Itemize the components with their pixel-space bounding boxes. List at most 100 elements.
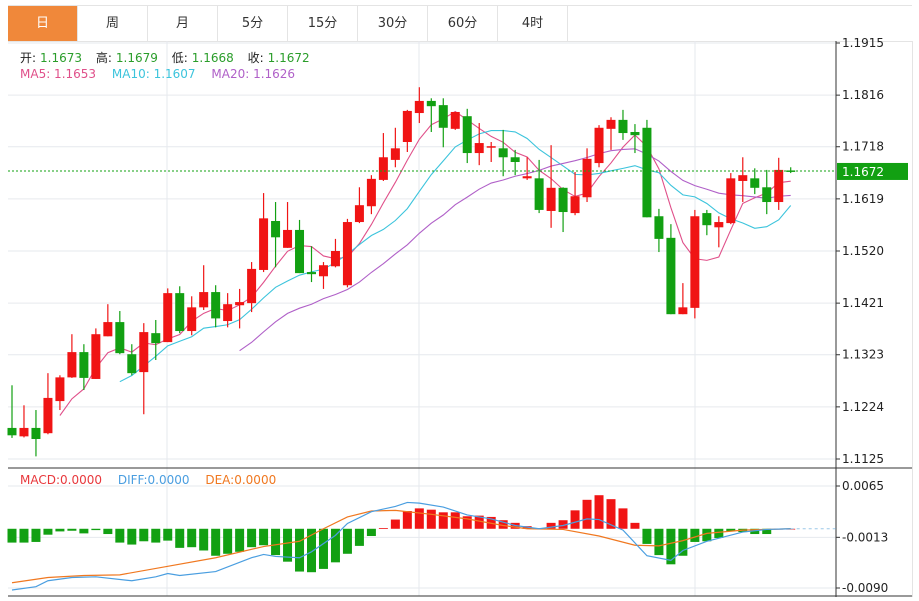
macd-bar [211,528,221,556]
tab-60min[interactable]: 60分 [428,6,498,41]
macd-bar [259,528,269,546]
tab-30min[interactable]: 30分 [358,6,428,41]
candle [318,262,328,289]
last-price-badge [837,162,908,180]
candle-body [295,229,305,274]
macd-bar [19,528,29,543]
ma5-line [59,110,791,416]
candle [259,193,269,273]
candle [366,175,376,215]
candle [139,323,149,415]
macd-bar [139,528,149,542]
macd-bar [762,528,772,535]
candle-body [726,178,736,224]
ma20-line [239,148,791,352]
candle [79,344,89,391]
low-label: 低: [171,51,188,65]
macd-tick-label: -0.0090 [842,581,888,595]
macd-bar [342,528,352,554]
candle-body [654,216,664,239]
candle-body [19,427,29,437]
macd-bar [235,528,245,552]
tab-day[interactable]: 日 [8,6,78,41]
candle [618,109,628,140]
macd-bar [450,512,460,529]
macd-bar [498,520,508,529]
candle [175,286,185,334]
candle-body [486,146,496,148]
candle-body [259,218,269,270]
candle [223,293,233,328]
candle-body [678,307,688,315]
macd-bar [570,510,580,529]
candle [522,157,532,180]
candle [426,98,436,132]
macd-bar [714,528,724,538]
macd-bar [295,528,305,572]
tab-week[interactable]: 周 [78,6,148,41]
candle [199,265,209,310]
price-tick-label: 1.1125 [842,452,884,466]
macd-bar [330,528,340,563]
candle [702,209,712,236]
tab-15min[interactable]: 15分 [288,6,358,41]
macd-bar [426,509,436,529]
candle [762,169,772,215]
candle-body [55,377,65,402]
candle [714,216,724,248]
candle-body [163,293,173,343]
macd-bar [79,528,89,534]
macd-bar [7,528,17,543]
candle [738,157,748,203]
macd-legend: MACD:0.0000 DIFF:0.0000 DEA:0.0000 [20,473,280,487]
macd-bar [43,528,53,535]
macd-bar [654,528,664,556]
candle-body [187,307,197,332]
macd-bar [390,519,400,529]
candle-body [271,220,281,238]
candle [786,167,796,174]
candle-body [283,229,293,248]
candle-body [594,127,604,164]
macd-bar [91,528,101,531]
candle-body [79,352,89,378]
macd-bar [678,528,688,556]
price-tick-label: 1.1224 [842,400,884,414]
macd-bar [594,495,604,529]
macd-bar [462,516,472,529]
macd-bar [582,499,592,529]
macd-bar [618,508,628,529]
diff-legend-value: DIFF:0.0000 [117,473,190,487]
candle [582,148,592,203]
macd-bar [438,512,448,529]
tab-4hour[interactable]: 4时 [498,6,568,41]
macd-bar [666,528,676,565]
candle [678,283,688,315]
candle [654,208,664,253]
macd-bar [318,528,328,569]
price-tick-label: 1.1915 [842,36,884,50]
candle-body [390,148,400,160]
candle [283,202,293,248]
candle [462,108,472,164]
candle [546,145,556,228]
candle-body [223,304,233,322]
candle-body [702,213,712,226]
macd-bar [642,528,652,544]
candle-body [366,178,376,207]
candle [354,187,364,224]
candle [31,410,41,457]
macd-bar [187,528,197,548]
candle [390,127,400,168]
candle [187,296,197,336]
tab-month[interactable]: 月 [148,6,218,41]
macd-bar [223,528,233,554]
macd-tick-label: 0.0065 [842,479,884,493]
dea-line [11,509,791,584]
candle [342,218,352,288]
candle [510,149,520,176]
tab-5min[interactable]: 5分 [218,6,288,41]
macd-bar [402,511,412,529]
candle-body [642,127,652,218]
